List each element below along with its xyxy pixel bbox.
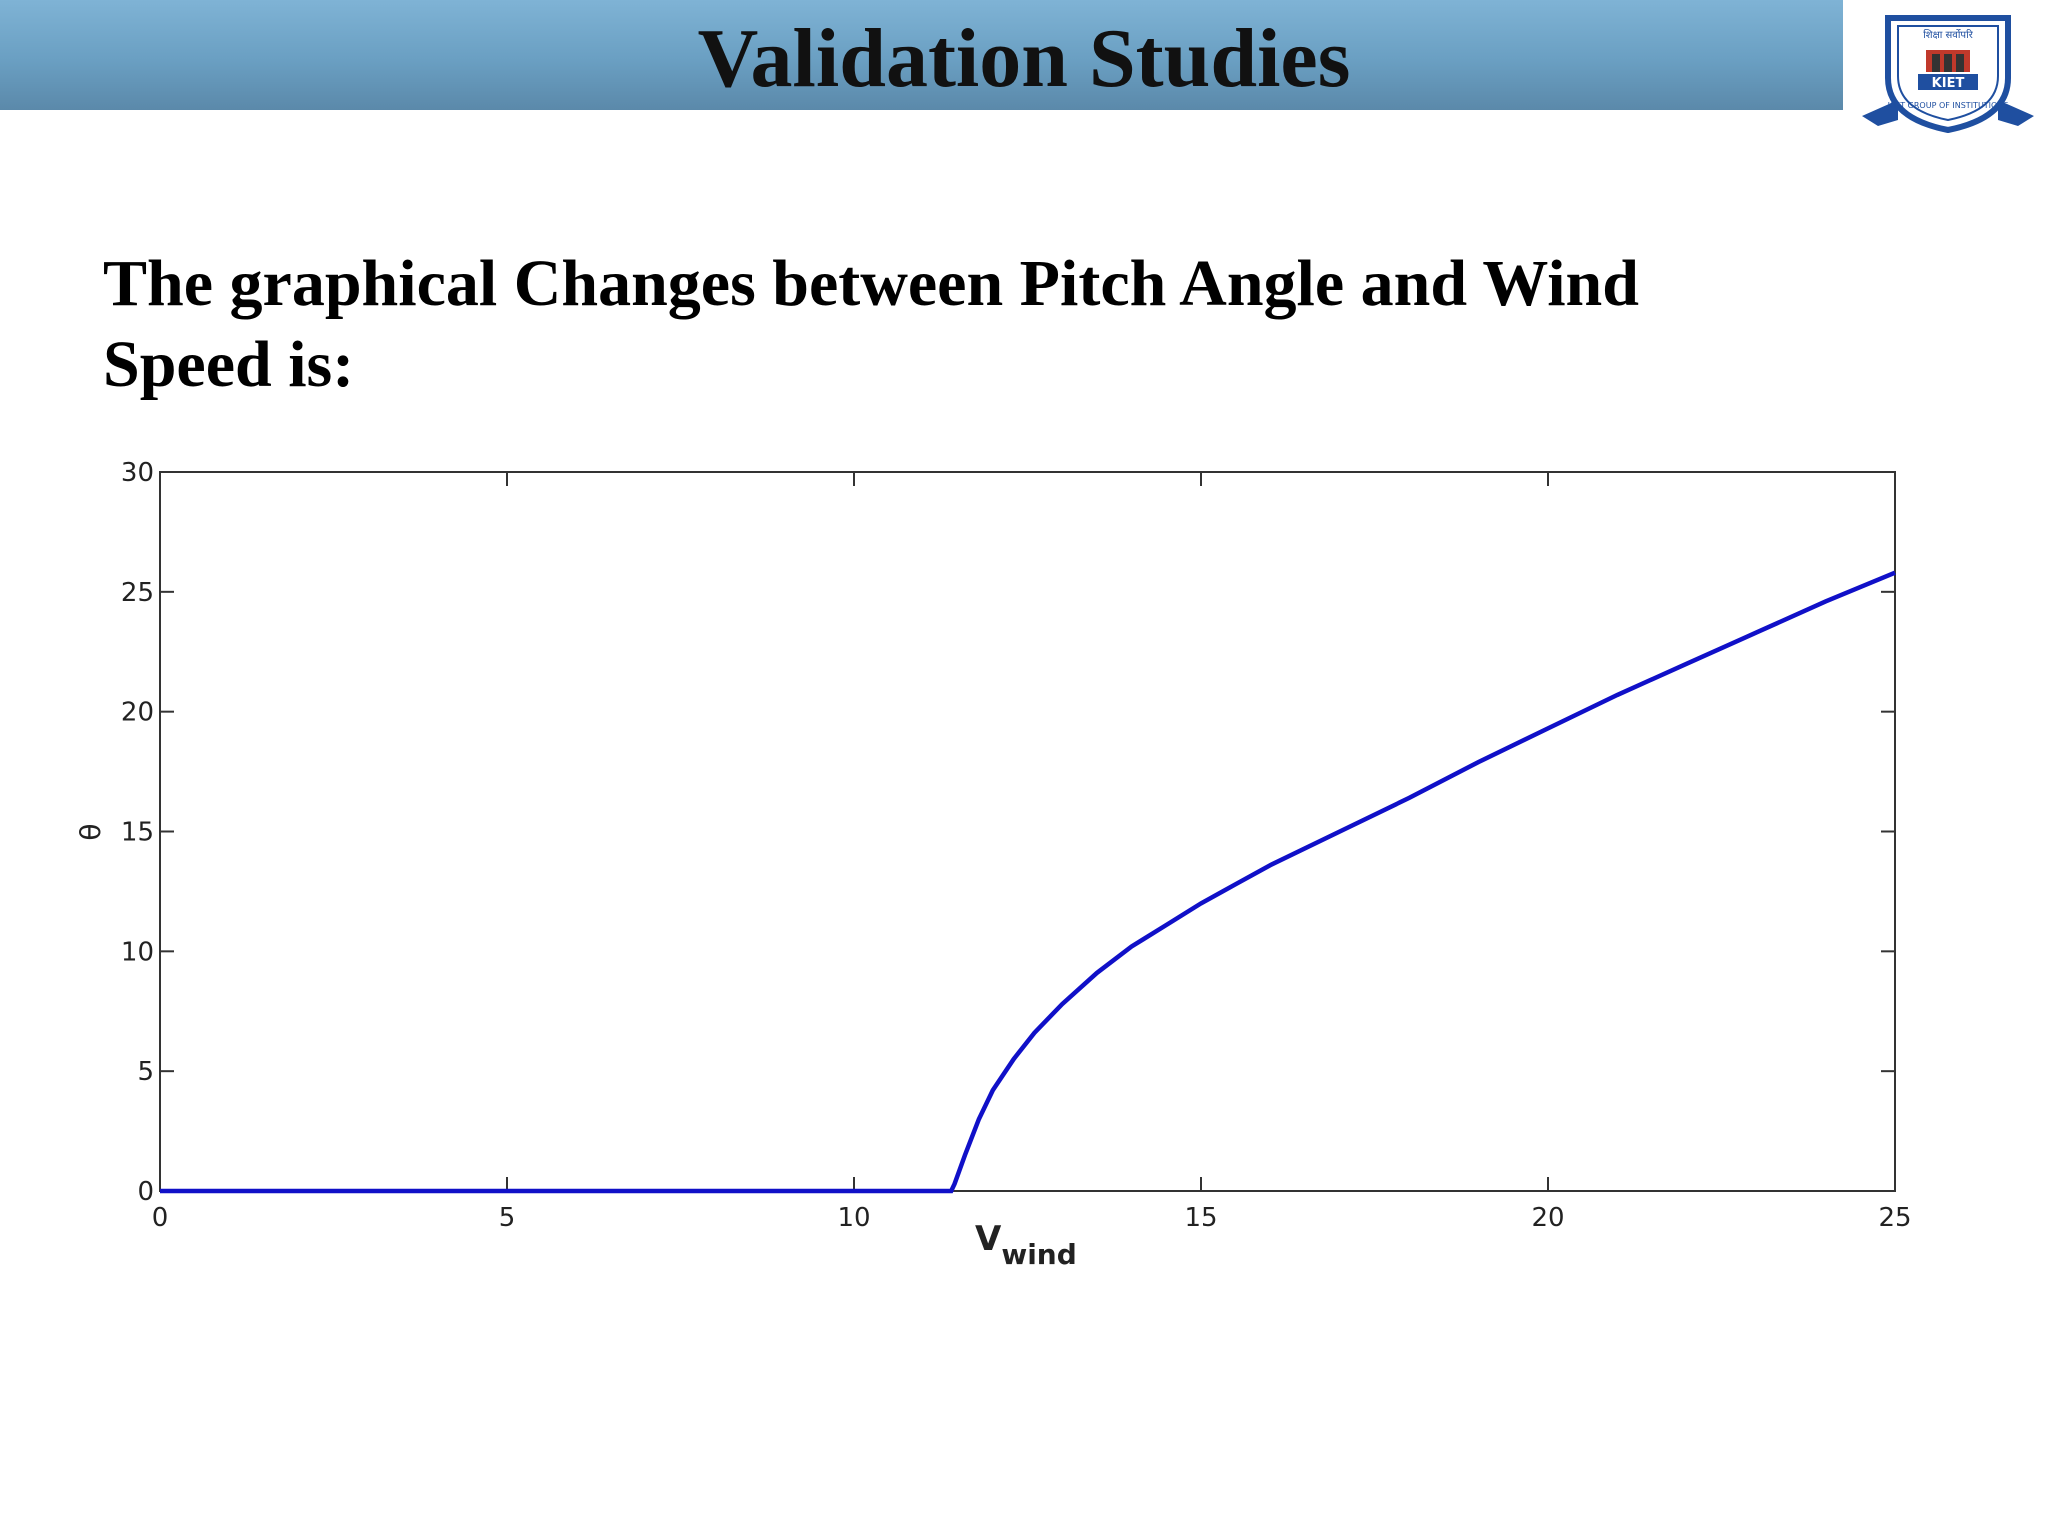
pitch-angle-line: [160, 570, 1896, 1194]
x-tick-label: 5: [499, 1203, 516, 1233]
y-axis-label: θ: [74, 823, 107, 840]
y-tick-label: 20: [121, 698, 154, 728]
y-tick-label: 10: [121, 937, 154, 967]
logo-top-text: शिक्षा सर्वोपरि: [1923, 29, 1974, 41]
y-tick-label: 30: [121, 458, 154, 488]
title-bar: [0, 0, 1843, 110]
logo-ring-text: KIET GROUP OF INSTITUTIONS: [1888, 101, 2009, 110]
x-tick-label: 10: [837, 1203, 870, 1233]
y-tick-label: 15: [121, 818, 154, 848]
logo-center-text: KIET: [1932, 76, 1965, 91]
x-tick-label: 15: [1184, 1203, 1217, 1233]
slide-title: Validation Studies: [697, 12, 1351, 105]
x-tick-label: 25: [1878, 1203, 1911, 1233]
x-axis-label-subscript: wind: [1001, 1238, 1076, 1271]
x-tick-label: 20: [1531, 1203, 1564, 1233]
slide-subtitle: The graphical Changes between Pitch Angl…: [103, 247, 1639, 401]
y-tick-label: 5: [137, 1057, 154, 1087]
y-tick-label: 0: [137, 1177, 154, 1207]
x-tick-label: 0: [152, 1203, 169, 1233]
institution-logo: शिक्षा सर्वोपरि KIET KIET GROUP OF INSTI…: [1862, 15, 2034, 134]
logo-ribbon: [1862, 100, 2034, 126]
y-tick-label: 25: [121, 578, 154, 608]
plot-area: [159, 471, 1896, 1192]
x-axis-label: Vwind: [975, 1219, 1077, 1271]
